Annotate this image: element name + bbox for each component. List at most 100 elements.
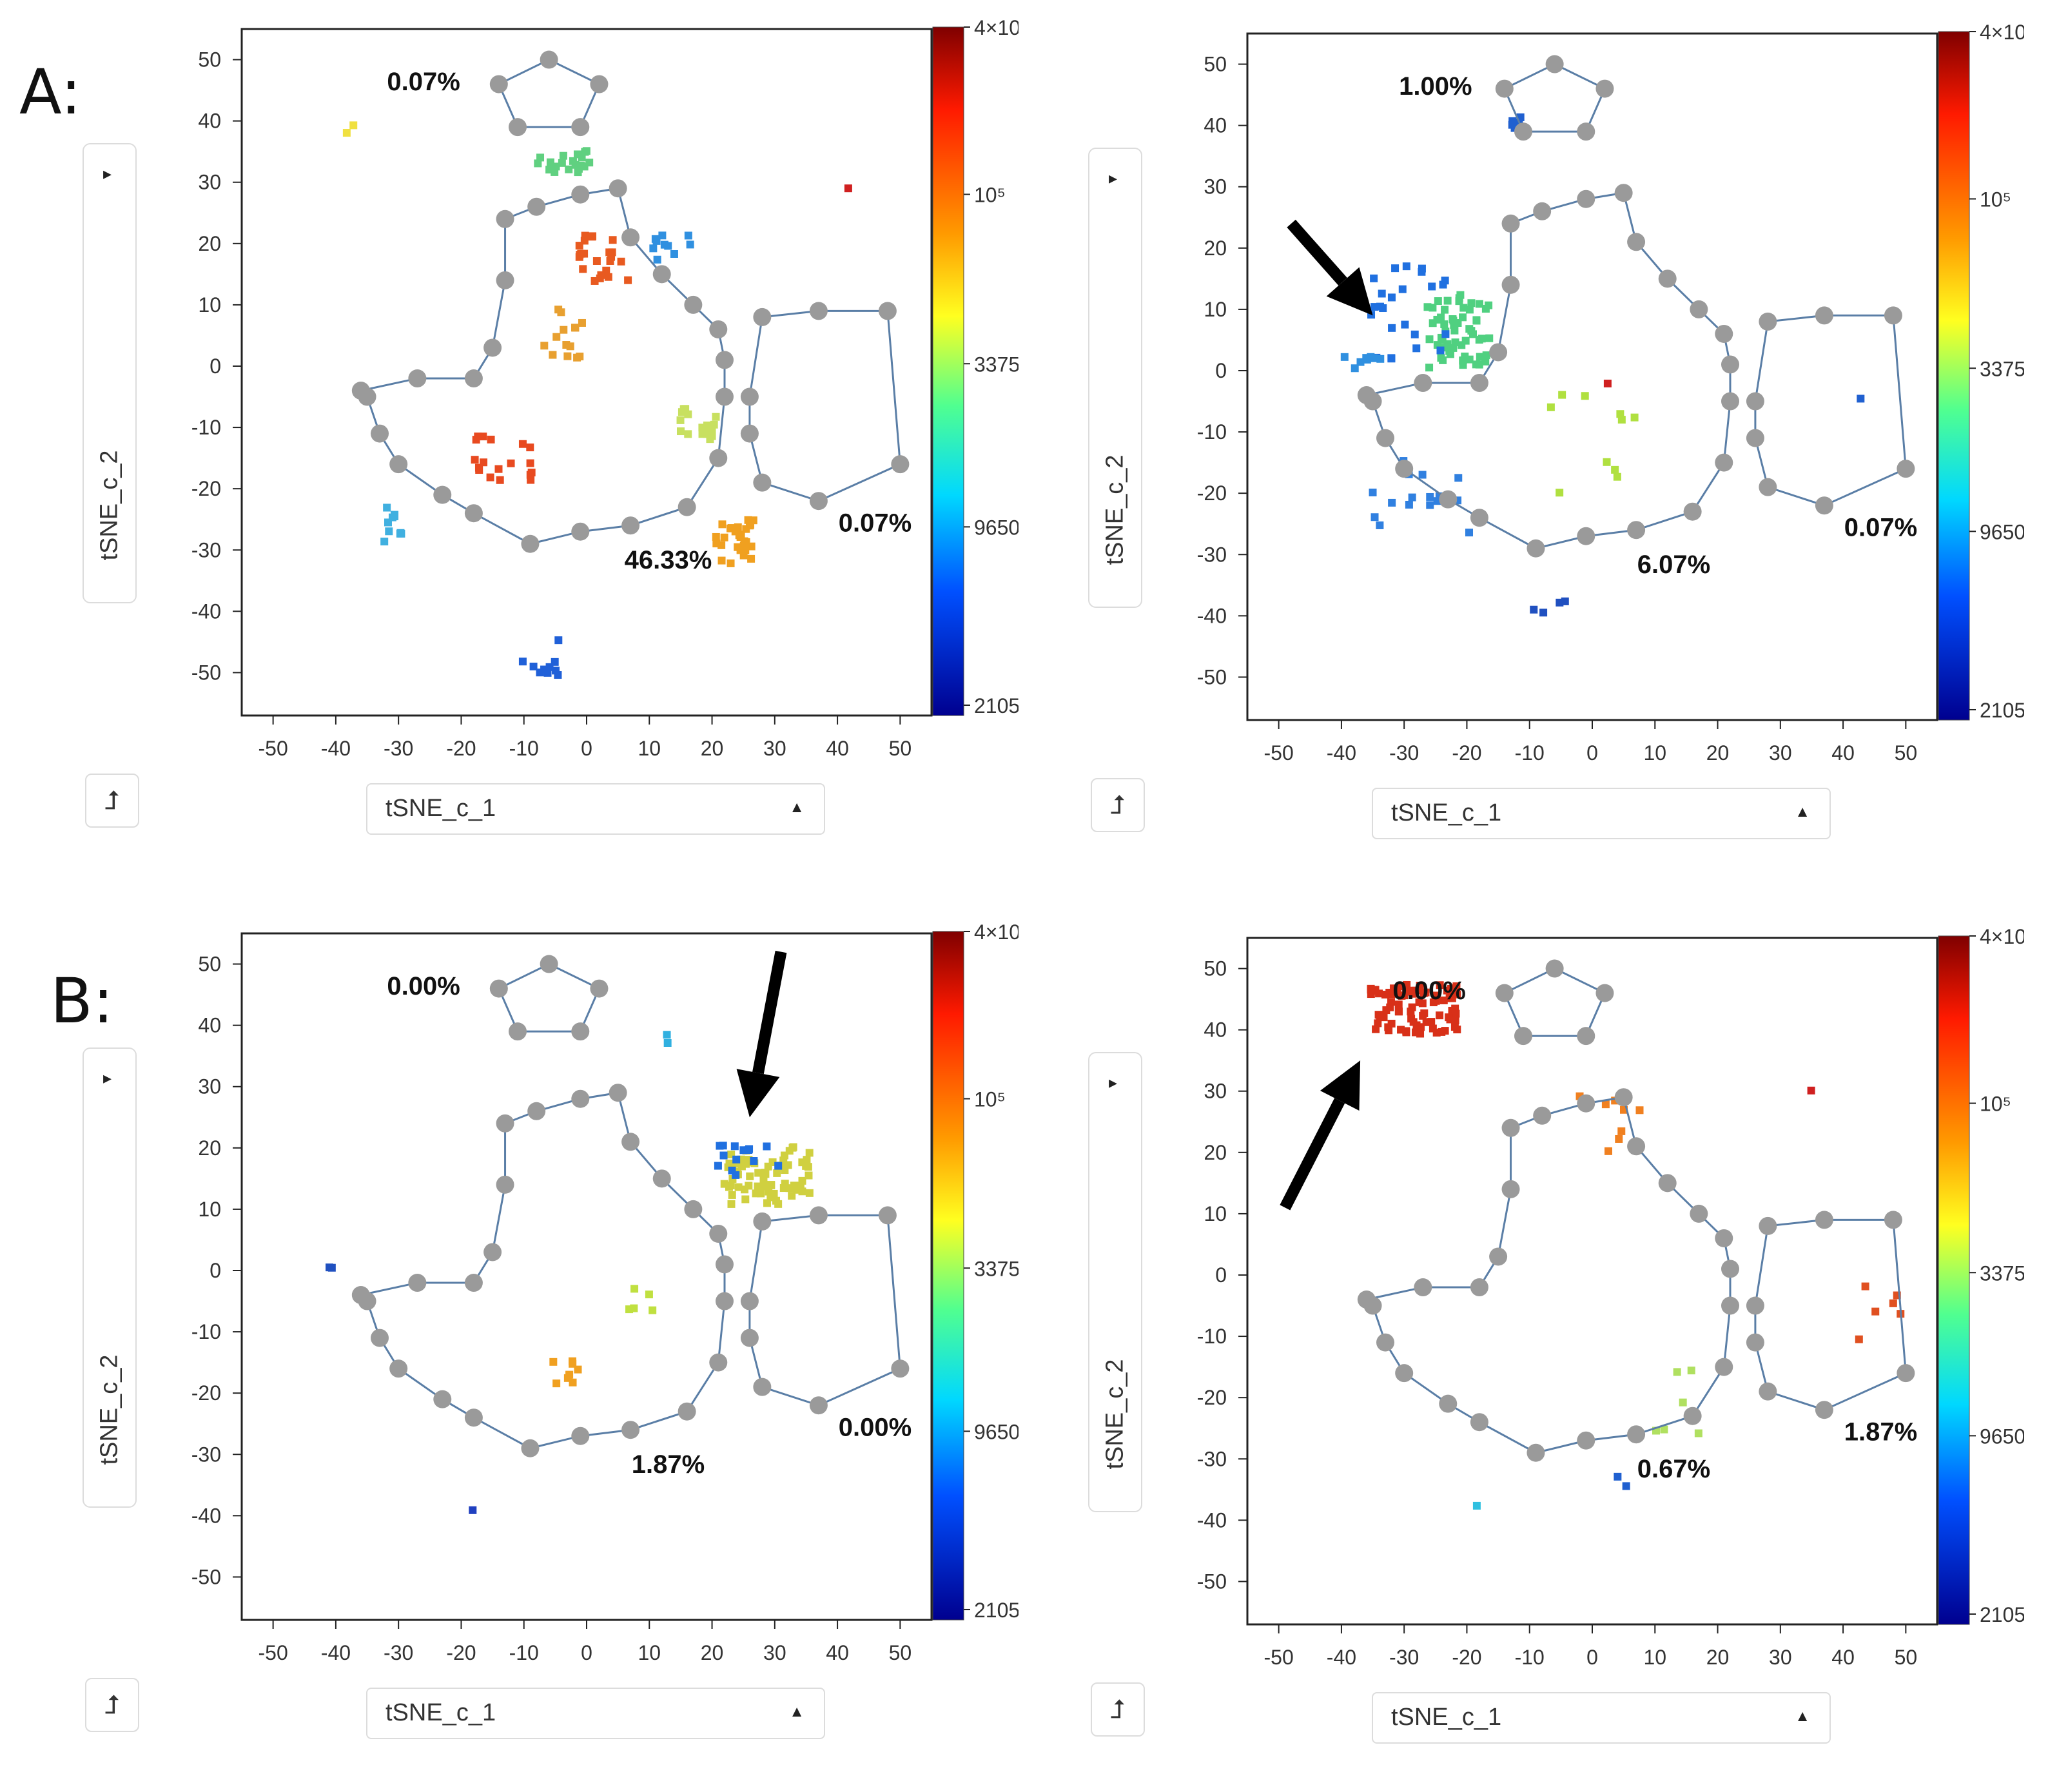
event-point — [1449, 315, 1457, 324]
event-point — [1372, 1025, 1380, 1033]
gate-handle — [1614, 184, 1633, 202]
small-pentagon-percentage: 0.00% — [1392, 977, 1465, 1005]
gate-handle — [1815, 496, 1833, 515]
event-point — [1603, 379, 1612, 387]
event-point — [565, 165, 573, 173]
event-cluster — [844, 184, 852, 193]
x-axis-label: tSNE_c_1 — [1391, 799, 1502, 826]
event-point — [1481, 357, 1490, 365]
gate-handle — [1759, 312, 1777, 331]
colorbar — [932, 26, 964, 716]
event-point — [1603, 458, 1611, 466]
event-point — [805, 1149, 814, 1157]
gate-handle — [1363, 392, 1382, 411]
gate-handle — [684, 1200, 703, 1218]
x-tick-label: -40 — [1327, 741, 1356, 765]
event-point — [1387, 998, 1396, 1006]
y-axis-channel-selector[interactable]: ▸ tSNE_c_2 — [83, 143, 137, 603]
x-tick-label: 20 — [701, 1641, 724, 1664]
gate-handle — [496, 271, 514, 289]
event-cluster — [1857, 394, 1865, 403]
event-point — [1402, 262, 1410, 271]
event-point — [602, 266, 610, 275]
gate-handle — [609, 1084, 627, 1102]
event-point — [1439, 996, 1448, 1004]
event-point — [664, 242, 672, 250]
event-point — [747, 554, 756, 563]
x-axis-channel-selector[interactable]: tSNE_c_1 ▲ — [366, 1688, 825, 1739]
event-point — [575, 242, 583, 250]
gate-handle — [1501, 1118, 1520, 1137]
event-point — [1397, 1026, 1405, 1034]
event-point — [1375, 989, 1383, 998]
swap-axes-button[interactable]: ⮥ — [85, 1678, 139, 1732]
arrow-head — [736, 1069, 780, 1118]
y-axis-channel-selector[interactable]: ▸ tSNE_c_2 — [83, 1047, 137, 1508]
event-point — [1472, 317, 1481, 325]
gate-handle — [540, 955, 558, 973]
arrow-shaft — [752, 950, 787, 1075]
y-axis-channel-selector[interactable]: ▸ tSNE_c_2 — [1088, 1052, 1142, 1512]
gate-handle — [521, 534, 540, 553]
event-cluster — [1508, 113, 1525, 132]
event-point — [725, 1159, 734, 1167]
annotation-arrow — [736, 950, 787, 1118]
event-point — [554, 671, 562, 679]
event-point — [1443, 986, 1451, 995]
x-axis-label: tSNE_c_1 — [1391, 1704, 1502, 1731]
event-point — [1861, 1282, 1869, 1290]
gate-handle — [371, 1329, 389, 1347]
gate-handle — [496, 209, 514, 228]
x-tick-label: 10 — [638, 1641, 661, 1664]
event-point — [1408, 493, 1416, 502]
x-axis-channel-selector[interactable]: tSNE_c_1 ▲ — [1372, 1692, 1831, 1744]
event-point — [526, 443, 534, 452]
gate-handle — [1577, 190, 1595, 208]
event-point — [746, 1172, 754, 1180]
x-tick-label: 30 — [1769, 741, 1792, 765]
y-tick-label: 40 — [1204, 114, 1227, 137]
x-tick-label: 40 — [1831, 1646, 1855, 1669]
gate-handle — [1545, 959, 1564, 978]
event-point — [1422, 1018, 1430, 1026]
x-tick-label: 0 — [581, 1641, 592, 1664]
event-point — [1374, 1019, 1382, 1027]
event-point — [1601, 1100, 1610, 1109]
x-axis-channel-selector[interactable]: tSNE_c_1 ▲ — [1372, 788, 1831, 839]
y-axis-channel-selector[interactable]: ▸ tSNE_c_2 — [1088, 148, 1142, 608]
event-point — [1546, 403, 1555, 411]
swap-axes-button[interactable]: ⮥ — [85, 774, 139, 828]
swap-axes-button[interactable]: ⮥ — [1091, 778, 1145, 832]
gate-handle — [1721, 1296, 1739, 1315]
annotation-arrow — [1280, 1060, 1361, 1211]
event-point — [1441, 277, 1449, 285]
x-axis-channel-selector[interactable]: tSNE_c_1 ▲ — [366, 783, 825, 835]
gate-handle — [1495, 79, 1514, 98]
event-point — [1556, 489, 1564, 497]
gate-handle — [408, 369, 427, 388]
event-point — [624, 276, 632, 284]
swap-axes-button[interactable]: ⮥ — [1091, 1682, 1145, 1737]
event-point — [716, 1142, 724, 1150]
event-point — [558, 159, 566, 167]
plot-frame — [1246, 32, 1938, 721]
event-point — [734, 1183, 743, 1191]
event-point — [471, 456, 479, 464]
event-point — [1472, 1501, 1481, 1510]
event-point — [1412, 344, 1421, 353]
gate-handle — [753, 307, 772, 326]
event-point — [1465, 529, 1474, 537]
gate-handle — [521, 1439, 540, 1457]
gate-handle — [753, 1212, 772, 1231]
event-point — [549, 1358, 558, 1366]
gate-handle — [1577, 1027, 1595, 1046]
right-hexagon-percentage: 0.07% — [1844, 514, 1917, 542]
caret-up-icon: ▲ — [1795, 1708, 1810, 1725]
gate-handle — [1577, 1094, 1595, 1113]
event-cluster — [342, 121, 358, 137]
event-cluster — [575, 231, 632, 285]
colorbar — [1938, 935, 1970, 1625]
x-tick-label: -10 — [1515, 1646, 1545, 1669]
gate-handle — [509, 1022, 527, 1041]
x-tick-label: 40 — [826, 737, 849, 760]
